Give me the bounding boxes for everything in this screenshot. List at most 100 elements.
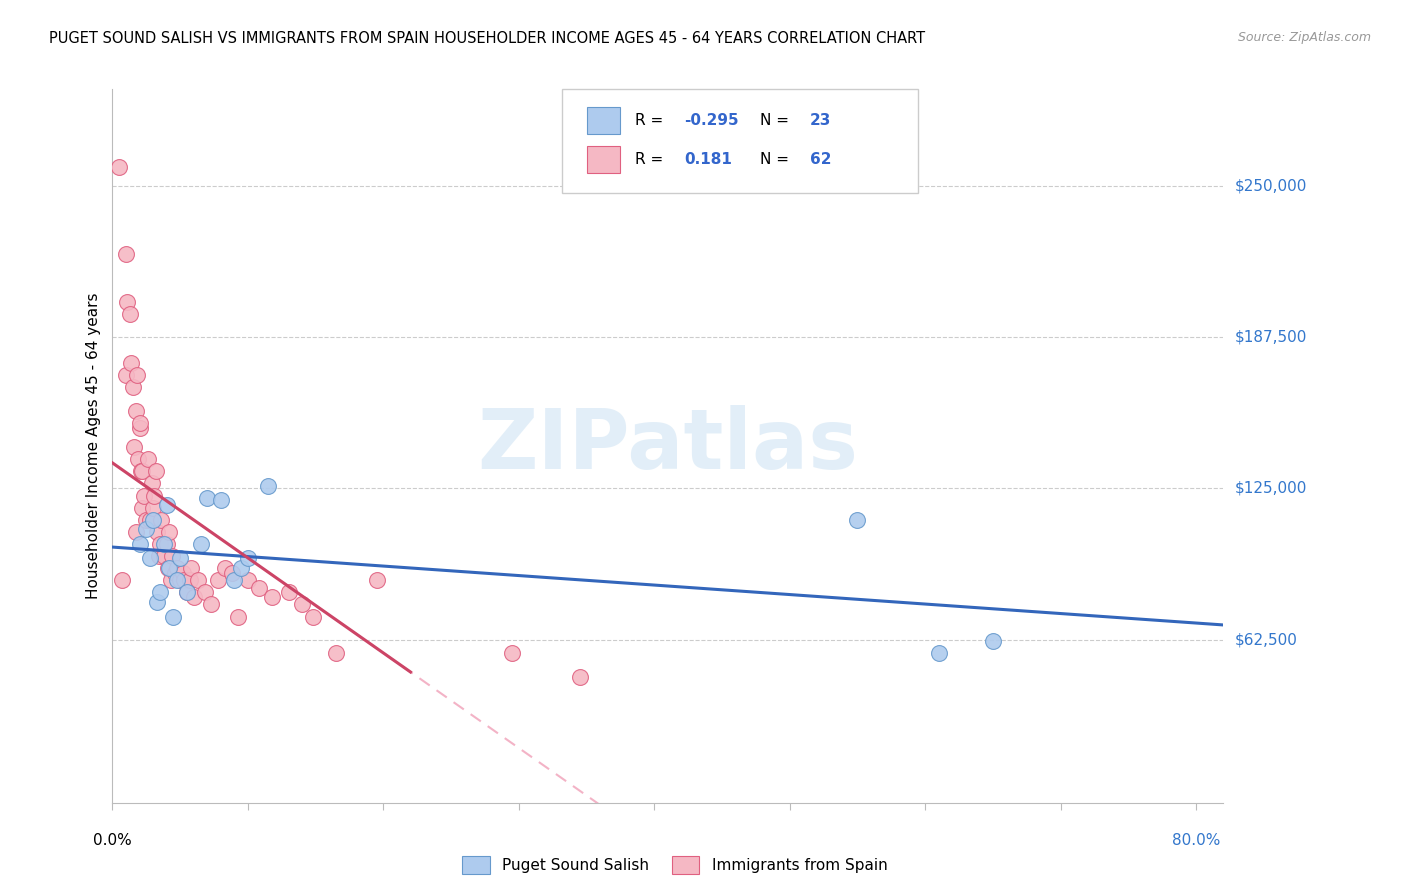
Point	[125, 368, 148, 382]
Point	[141, 476, 163, 491]
Point	[135, 523, 157, 537]
Point	[231, 561, 253, 575]
Point	[139, 513, 162, 527]
Text: N =: N =	[761, 113, 794, 128]
Text: 80.0%: 80.0%	[1173, 833, 1220, 848]
Point	[128, 416, 150, 430]
Point	[127, 452, 149, 467]
Point	[159, 574, 181, 588]
Point	[277, 585, 299, 599]
Point	[139, 551, 162, 566]
Point	[131, 500, 153, 515]
Text: $62,500: $62,500	[1234, 632, 1298, 647]
Point	[146, 595, 169, 609]
Point	[124, 404, 146, 418]
Point	[136, 452, 159, 467]
Point	[115, 246, 138, 260]
Point	[194, 585, 217, 599]
Point	[149, 537, 172, 551]
Point	[121, 380, 143, 394]
Point	[153, 537, 176, 551]
FancyBboxPatch shape	[562, 89, 918, 193]
Point	[190, 537, 212, 551]
Y-axis label: Householder Income Ages 45 - 64 years: Householder Income Ages 45 - 64 years	[86, 293, 101, 599]
Point	[108, 160, 131, 174]
Point	[131, 464, 153, 478]
Point	[176, 585, 198, 599]
Point	[325, 646, 347, 660]
Point	[111, 574, 134, 588]
Point	[568, 670, 591, 684]
Point	[117, 295, 139, 310]
Point	[176, 585, 198, 599]
Text: PUGET SOUND SALISH VS IMMIGRANTS FROM SPAIN HOUSEHOLDER INCOME AGES 45 - 64 YEAR: PUGET SOUND SALISH VS IMMIGRANTS FROM SP…	[49, 31, 925, 46]
Point	[120, 355, 142, 369]
Point	[166, 561, 188, 575]
Point	[928, 646, 950, 660]
Point	[145, 464, 167, 478]
Point	[179, 574, 201, 588]
Point	[302, 609, 325, 624]
Point	[163, 566, 186, 580]
Point	[162, 609, 184, 624]
Point	[257, 479, 280, 493]
Point	[214, 561, 236, 575]
Point	[129, 464, 152, 478]
Point	[122, 440, 145, 454]
Point	[128, 537, 150, 551]
Text: $250,000: $250,000	[1234, 178, 1306, 194]
FancyBboxPatch shape	[586, 107, 620, 134]
Point	[173, 574, 195, 588]
Text: -0.295: -0.295	[685, 113, 740, 128]
Point	[150, 513, 173, 527]
Text: $187,500: $187,500	[1234, 330, 1306, 344]
Text: 0.181: 0.181	[685, 152, 733, 167]
Text: $125,000: $125,000	[1234, 481, 1306, 496]
Point	[132, 489, 155, 503]
Text: R =: R =	[634, 152, 668, 167]
Text: N =: N =	[761, 152, 794, 167]
Point	[195, 491, 218, 505]
Point	[228, 609, 250, 624]
Point	[291, 598, 314, 612]
Point	[183, 590, 205, 604]
Point	[209, 493, 232, 508]
Point	[156, 498, 179, 512]
FancyBboxPatch shape	[586, 145, 620, 173]
Point	[160, 549, 183, 563]
Point	[501, 646, 523, 660]
Point	[846, 513, 869, 527]
Point	[149, 585, 172, 599]
Point	[247, 581, 270, 595]
Text: 23: 23	[810, 113, 831, 128]
Point	[128, 421, 150, 435]
Point	[124, 524, 146, 539]
Text: R =: R =	[634, 113, 668, 128]
Point	[200, 598, 222, 612]
Point	[153, 549, 176, 563]
Point	[224, 574, 246, 588]
Point	[169, 551, 191, 566]
Point	[120, 307, 142, 321]
Point	[142, 513, 165, 527]
Text: ZIPatlas: ZIPatlas	[478, 406, 858, 486]
Point	[221, 566, 243, 580]
Point	[166, 574, 188, 588]
Text: 0.0%: 0.0%	[93, 833, 132, 848]
Point	[236, 574, 259, 588]
Point	[148, 549, 170, 563]
Point	[157, 561, 180, 575]
Point	[157, 561, 180, 575]
Point	[981, 633, 1004, 648]
Point	[115, 368, 138, 382]
Point	[169, 574, 191, 588]
Point	[142, 500, 165, 515]
Point	[366, 574, 388, 588]
Legend: Puget Sound Salish, Immigrants from Spain: Puget Sound Salish, Immigrants from Spai…	[456, 850, 894, 880]
Point	[157, 524, 180, 539]
Point	[135, 513, 157, 527]
Point	[236, 551, 259, 566]
Text: Source: ZipAtlas.com: Source: ZipAtlas.com	[1237, 31, 1371, 45]
Point	[207, 574, 229, 588]
Point	[262, 590, 284, 604]
